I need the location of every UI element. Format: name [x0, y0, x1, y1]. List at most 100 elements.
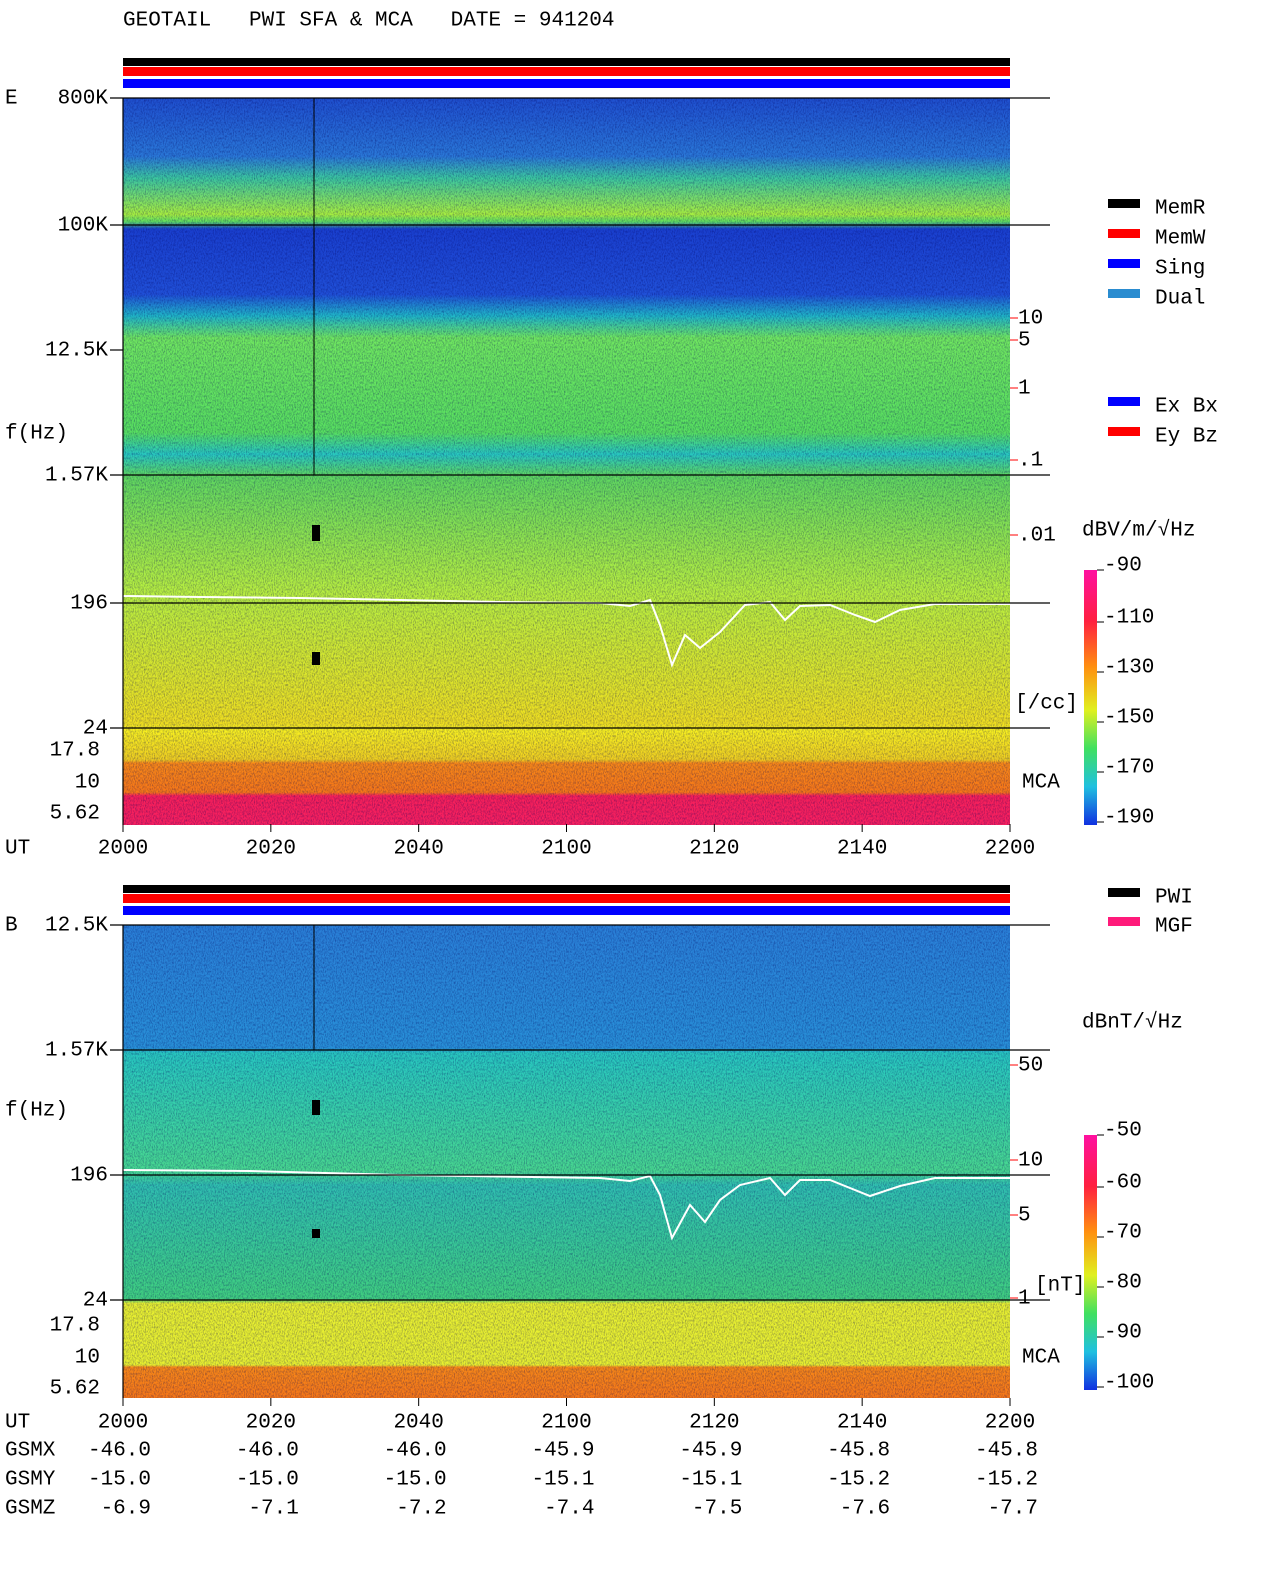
- x-tick-label: 2200: [985, 1412, 1035, 1435]
- x-tick-label: 2040: [393, 1412, 443, 1435]
- orbit-value: -7.2: [396, 1498, 446, 1521]
- freq-label: 100K: [58, 215, 109, 238]
- freq-label: 24: [83, 1290, 108, 1313]
- legend-label: MemW: [1155, 228, 1206, 251]
- orbit-value: -46.0: [236, 1440, 299, 1463]
- colorbar-label: -100: [1104, 1372, 1154, 1395]
- x-tick-label: 2100: [541, 1412, 591, 1435]
- orbit-value: -46.0: [88, 1440, 151, 1463]
- axis-label: f(Hz): [5, 1100, 68, 1123]
- orbit-value: -15.2: [975, 1469, 1038, 1492]
- freq-label: 12.5K: [45, 915, 108, 938]
- orbit-value: -15.0: [88, 1469, 151, 1492]
- x-tick-label: 2020: [246, 838, 296, 861]
- field-label: 5: [1018, 1205, 1031, 1228]
- legend-swatch: [1108, 229, 1140, 238]
- freq-label: 196: [70, 1165, 108, 1188]
- legend-swatch: [1108, 259, 1140, 268]
- field-unit: [nT]: [1035, 1275, 1085, 1298]
- x-tick-label: 2140: [837, 1412, 887, 1435]
- legend-label: Ey Bz: [1155, 426, 1218, 449]
- legend-swatch: [1108, 199, 1140, 208]
- orbit-value: -46.0: [384, 1440, 447, 1463]
- field-label: 10: [1018, 1150, 1043, 1173]
- orbit-value: -7.1: [248, 1498, 298, 1521]
- colorbar-unit: dBnT/√Hz: [1082, 1011, 1183, 1035]
- legend-label: Sing: [1155, 258, 1205, 281]
- colorbar-label: -110: [1104, 607, 1154, 630]
- orbit-value: -7.6: [840, 1498, 890, 1521]
- legend-swatch: [1108, 917, 1140, 926]
- time-axis-label: UT: [5, 1412, 30, 1435]
- orbit-label: GSMX: [5, 1440, 56, 1463]
- legend-swatch: [1108, 289, 1140, 298]
- x-tick-label: 2020: [246, 1412, 296, 1435]
- legend-swatch: [1108, 888, 1140, 897]
- colorbar-label: -170: [1104, 757, 1154, 780]
- orbit-value: -7.4: [544, 1498, 594, 1521]
- density-label: 10: [1018, 308, 1043, 331]
- panel-label: E: [5, 88, 18, 111]
- orbit-value: -15.1: [531, 1469, 594, 1492]
- orbit-value: -15.1: [679, 1469, 742, 1492]
- legend-label: Ex Bx: [1155, 396, 1218, 419]
- freq-label: 12.5K: [45, 340, 108, 363]
- colorbar-label: -130: [1104, 657, 1154, 680]
- x-tick-label: 2000: [98, 1412, 148, 1435]
- legend-label: PWI: [1155, 887, 1193, 910]
- orbit-value: -15.2: [827, 1469, 890, 1492]
- mca-label: 5.62: [50, 803, 100, 826]
- panel-label: B: [5, 915, 18, 938]
- orbit-value: -45.8: [975, 1440, 1038, 1463]
- x-tick-label: 2000: [98, 838, 148, 861]
- legend-label: MGF: [1155, 916, 1193, 939]
- field-label: 1: [1018, 1288, 1031, 1311]
- freq-label: 1.57K: [45, 465, 108, 488]
- orbit-value: -7.7: [988, 1498, 1038, 1521]
- orbit-value: -45.9: [531, 1440, 594, 1463]
- orbit-value: -15.0: [384, 1469, 447, 1492]
- colorbar-label: -80: [1104, 1272, 1142, 1295]
- field-label: 50: [1018, 1055, 1043, 1078]
- mca-label: 17.8: [50, 1315, 100, 1338]
- density-label: .01: [1018, 525, 1056, 548]
- x-tick-label: 2200: [985, 838, 1035, 861]
- x-tick-label: 2100: [541, 838, 591, 861]
- freq-label: 24: [83, 718, 108, 741]
- axis-label: f(Hz): [5, 423, 68, 446]
- mca-label: 10: [75, 1347, 100, 1370]
- mca-label: 17.8: [50, 740, 100, 763]
- freq-label: 800K: [58, 88, 109, 111]
- orbit-label: GSMY: [5, 1469, 56, 1492]
- freq-label: 1.57K: [45, 1040, 108, 1063]
- freq-label: 196: [70, 593, 108, 616]
- colorbar-label: -90: [1104, 555, 1142, 578]
- orbit-value: -7.5: [692, 1498, 742, 1521]
- colorbar-label: -70: [1104, 1222, 1142, 1245]
- orbit-value: -15.0: [236, 1469, 299, 1492]
- legend-label: Dual: [1155, 288, 1205, 311]
- x-tick-label: 2120: [689, 1412, 739, 1435]
- colorbar-label: -90: [1104, 1322, 1142, 1345]
- mca-label: 5.62: [50, 1378, 100, 1401]
- legend-swatch: [1108, 427, 1140, 436]
- x-tick-label: 2040: [393, 838, 443, 861]
- density-unit: [/cc]: [1015, 693, 1078, 716]
- legend-label: MemR: [1155, 198, 1206, 221]
- density-label: .1: [1018, 450, 1043, 473]
- mca: MCA: [1022, 1347, 1060, 1370]
- orbit-value: -6.9: [101, 1498, 151, 1521]
- mca: MCA: [1022, 772, 1060, 795]
- x-tick-label: 2120: [689, 838, 739, 861]
- orbit-value: -45.9: [679, 1440, 742, 1463]
- legend-swatch: [1108, 397, 1140, 406]
- colorbar-unit: dBV/m/√Hz: [1082, 519, 1195, 543]
- orbit-value: -45.8: [827, 1440, 890, 1463]
- colorbar-label: -60: [1104, 1172, 1142, 1195]
- time-axis-label: UT: [5, 838, 30, 861]
- colorbar-label: -190: [1104, 807, 1154, 830]
- density-label: 1: [1018, 378, 1031, 401]
- density-label: 5: [1018, 330, 1031, 353]
